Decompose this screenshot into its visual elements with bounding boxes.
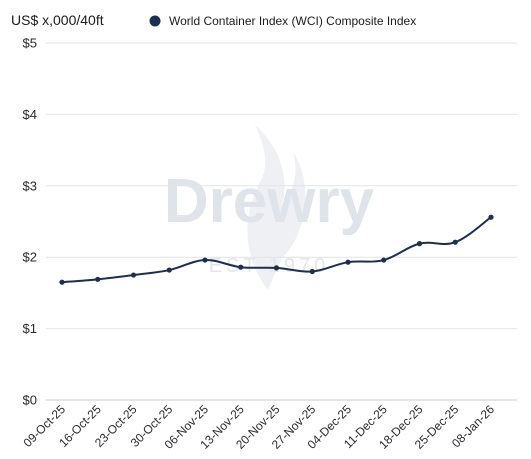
x-axis: 09-Oct-2516-Oct-2523-Oct-2530-Oct-2506-N… bbox=[20, 402, 497, 452]
legend-marker bbox=[149, 15, 161, 27]
data-point bbox=[381, 257, 387, 263]
series bbox=[59, 214, 494, 285]
y-axis: $0 $1 $2 $3 $4 $5 bbox=[23, 36, 37, 408]
data-point bbox=[309, 268, 315, 275]
y-tick-label: $5 bbox=[23, 36, 37, 51]
data-point bbox=[416, 241, 423, 247]
data-point bbox=[95, 276, 101, 282]
watermark-brand: Drewry bbox=[164, 167, 375, 236]
legend: World Container Index (WCI) Composite In… bbox=[149, 14, 416, 28]
data-point bbox=[452, 239, 458, 245]
data-point bbox=[59, 279, 65, 285]
y-tick-label: $1 bbox=[23, 321, 37, 336]
y-unit-label: US$ x,000/40ft bbox=[11, 12, 104, 28]
data-point bbox=[238, 264, 244, 270]
y-tick-label: $4 bbox=[23, 107, 37, 122]
data-point bbox=[130, 272, 137, 278]
legend-label: World Container Index (WCI) Composite In… bbox=[169, 14, 416, 28]
y-tick-label: $3 bbox=[23, 178, 37, 193]
data-point bbox=[488, 214, 494, 220]
data-point bbox=[166, 267, 172, 273]
watermark-flame-icon bbox=[247, 125, 306, 290]
grid bbox=[46, 42, 517, 401]
y-tick-label: $2 bbox=[23, 250, 37, 265]
watermark: Drewry EST 1970 bbox=[164, 125, 375, 290]
data-point bbox=[345, 259, 351, 265]
data-point bbox=[202, 257, 208, 263]
y-tick-label: $0 bbox=[23, 393, 37, 408]
data-point bbox=[273, 265, 280, 271]
